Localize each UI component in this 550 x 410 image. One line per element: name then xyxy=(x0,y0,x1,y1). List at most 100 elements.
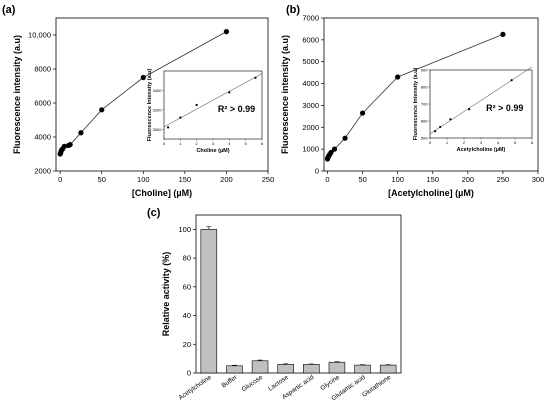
y-axis-label: Fluorescence intensity (a.u) xyxy=(280,35,290,154)
inset-data-point xyxy=(439,125,442,129)
inset-y-tick-label: 3400 xyxy=(153,88,163,93)
y-tick-label: 20 xyxy=(183,340,191,349)
bar xyxy=(226,365,243,374)
data-point xyxy=(342,135,348,141)
plot-frame xyxy=(323,17,539,172)
data-point xyxy=(223,29,230,35)
y-tick-label: 40 xyxy=(183,311,191,320)
data-point xyxy=(61,143,67,149)
x-axis-label: [Acetylcholine] (µM) xyxy=(388,188,474,198)
x-tick-label: 0 xyxy=(58,175,62,184)
y-tick-label: 4000 xyxy=(34,133,51,142)
y-tick-label: 8000 xyxy=(34,65,51,74)
bar xyxy=(277,364,294,374)
inset-data-point xyxy=(468,108,471,111)
category-label: Lactose xyxy=(267,374,290,393)
y-tick-label: 10,000 xyxy=(28,31,51,40)
data-point xyxy=(328,149,334,156)
inset-data-point xyxy=(449,118,452,121)
plot-frame xyxy=(55,17,269,172)
panel-a: (a)0 50 100 150 200 250200040006000800010,000… xyxy=(2,4,274,198)
inset-y-tick-label: 700 xyxy=(421,102,428,107)
panel-c: (c) 0 20 40 60 80 100 Relative activity (%) Acet… xyxy=(147,207,402,402)
bar xyxy=(328,361,346,374)
panel-label: (c) xyxy=(147,207,161,219)
inset-data-point xyxy=(179,116,182,119)
y-tick-label: 0 xyxy=(315,167,319,176)
inset-x-tick-label: 1 xyxy=(446,140,449,145)
category-label: Acetylcholine xyxy=(178,374,214,402)
inset-x-tick-label: 5 xyxy=(514,140,517,145)
y-axis-label: Relative activity (%) xyxy=(161,252,171,337)
y-tick-label: 80 xyxy=(183,254,191,263)
category-label: Glutathione xyxy=(361,374,393,399)
inset-r2-annotation: R² > 0.99 xyxy=(218,104,255,114)
inset-x-tick-label: 1 xyxy=(179,141,182,146)
y-tick-label: 7000 xyxy=(302,14,319,23)
panel-label: (b) xyxy=(286,4,300,16)
bar xyxy=(251,360,269,374)
inset-y-tick-label: 900 xyxy=(421,68,428,73)
x-axis-label: [Choline] (µM) xyxy=(132,188,192,198)
bar xyxy=(379,364,397,374)
x-tick-label: 0 xyxy=(325,175,329,184)
inset-data-point xyxy=(434,130,437,133)
data-point xyxy=(78,130,84,136)
bar xyxy=(303,364,320,374)
inset-y-tick-label: 500 xyxy=(421,136,428,141)
category-label: Glycine xyxy=(319,374,341,392)
y-tick-label: 2000 xyxy=(34,167,51,176)
x-tick-label: 100 xyxy=(391,175,404,184)
inset-fit-line xyxy=(429,66,533,135)
data-point xyxy=(500,31,506,37)
x-tick-label: 250 xyxy=(262,175,275,184)
data-point xyxy=(359,110,366,116)
y-tick-label: 60 xyxy=(183,282,191,291)
y-tick-label: 6000 xyxy=(34,99,51,108)
inset-x-tick-label: 4 xyxy=(228,141,231,146)
plot-frame xyxy=(195,214,402,374)
data-point xyxy=(67,142,73,148)
data-point xyxy=(395,74,401,80)
inset-x-axis-label: Choline (µM) xyxy=(196,148,229,154)
inset-y-tick-label: 800 xyxy=(421,85,428,90)
x-tick-label: 200 xyxy=(462,175,475,184)
x-tick-label: 250 xyxy=(497,175,510,184)
panel-label: (a) xyxy=(2,4,16,16)
inset-y-axis-label: Fluorescence Intensity (a.u) xyxy=(413,67,419,140)
bar xyxy=(200,229,218,374)
y-tick-label: 5000 xyxy=(302,57,319,66)
x-tick-label: 50 xyxy=(358,175,366,184)
y-tick-label: 1000 xyxy=(302,145,319,154)
panel-b: (b)0 50 100 150 200 250 3000100020003000400050… xyxy=(280,4,544,198)
category-label: Glucose xyxy=(241,374,265,394)
x-tick-label: 200 xyxy=(220,175,233,184)
y-axis-label: Fluorescence intensity (a.u) xyxy=(12,35,22,154)
y-tick-label: 0 xyxy=(187,369,191,378)
x-tick-label: 150 xyxy=(426,175,439,184)
y-tick-label: 6000 xyxy=(302,35,319,44)
inset-data-point xyxy=(228,91,231,94)
bar xyxy=(354,364,371,374)
y-tick-label: 2000 xyxy=(302,123,319,132)
inset-x-tick-label: 6 xyxy=(261,141,264,146)
inset-x-tick-label: 3 xyxy=(480,140,483,145)
inset-y-axis-label: Fluorescence Intensity (a.u) xyxy=(147,68,153,141)
inset-x-tick-label: 4 xyxy=(497,140,500,145)
x-tick-label: 100 xyxy=(137,175,150,184)
inset-data-point xyxy=(510,79,513,82)
inset-data-point xyxy=(254,76,257,79)
inset-x-axis-label: Acetylcholine (µM) xyxy=(457,147,506,153)
x-tick-label: 300 xyxy=(532,175,545,184)
inset-y-tick-label: 600 xyxy=(421,119,428,124)
y-tick-label: 3000 xyxy=(302,101,319,110)
inset-x-tick-label: 0 xyxy=(429,140,432,145)
x-tick-label: 150 xyxy=(179,175,192,184)
data-point xyxy=(99,107,105,113)
inset-x-tick-label: 0 xyxy=(163,141,166,146)
inset-y-tick-label: 3200 xyxy=(153,107,163,112)
inset-frame xyxy=(429,69,533,139)
inset-data-point xyxy=(166,126,170,129)
inset-data-point xyxy=(195,103,198,107)
